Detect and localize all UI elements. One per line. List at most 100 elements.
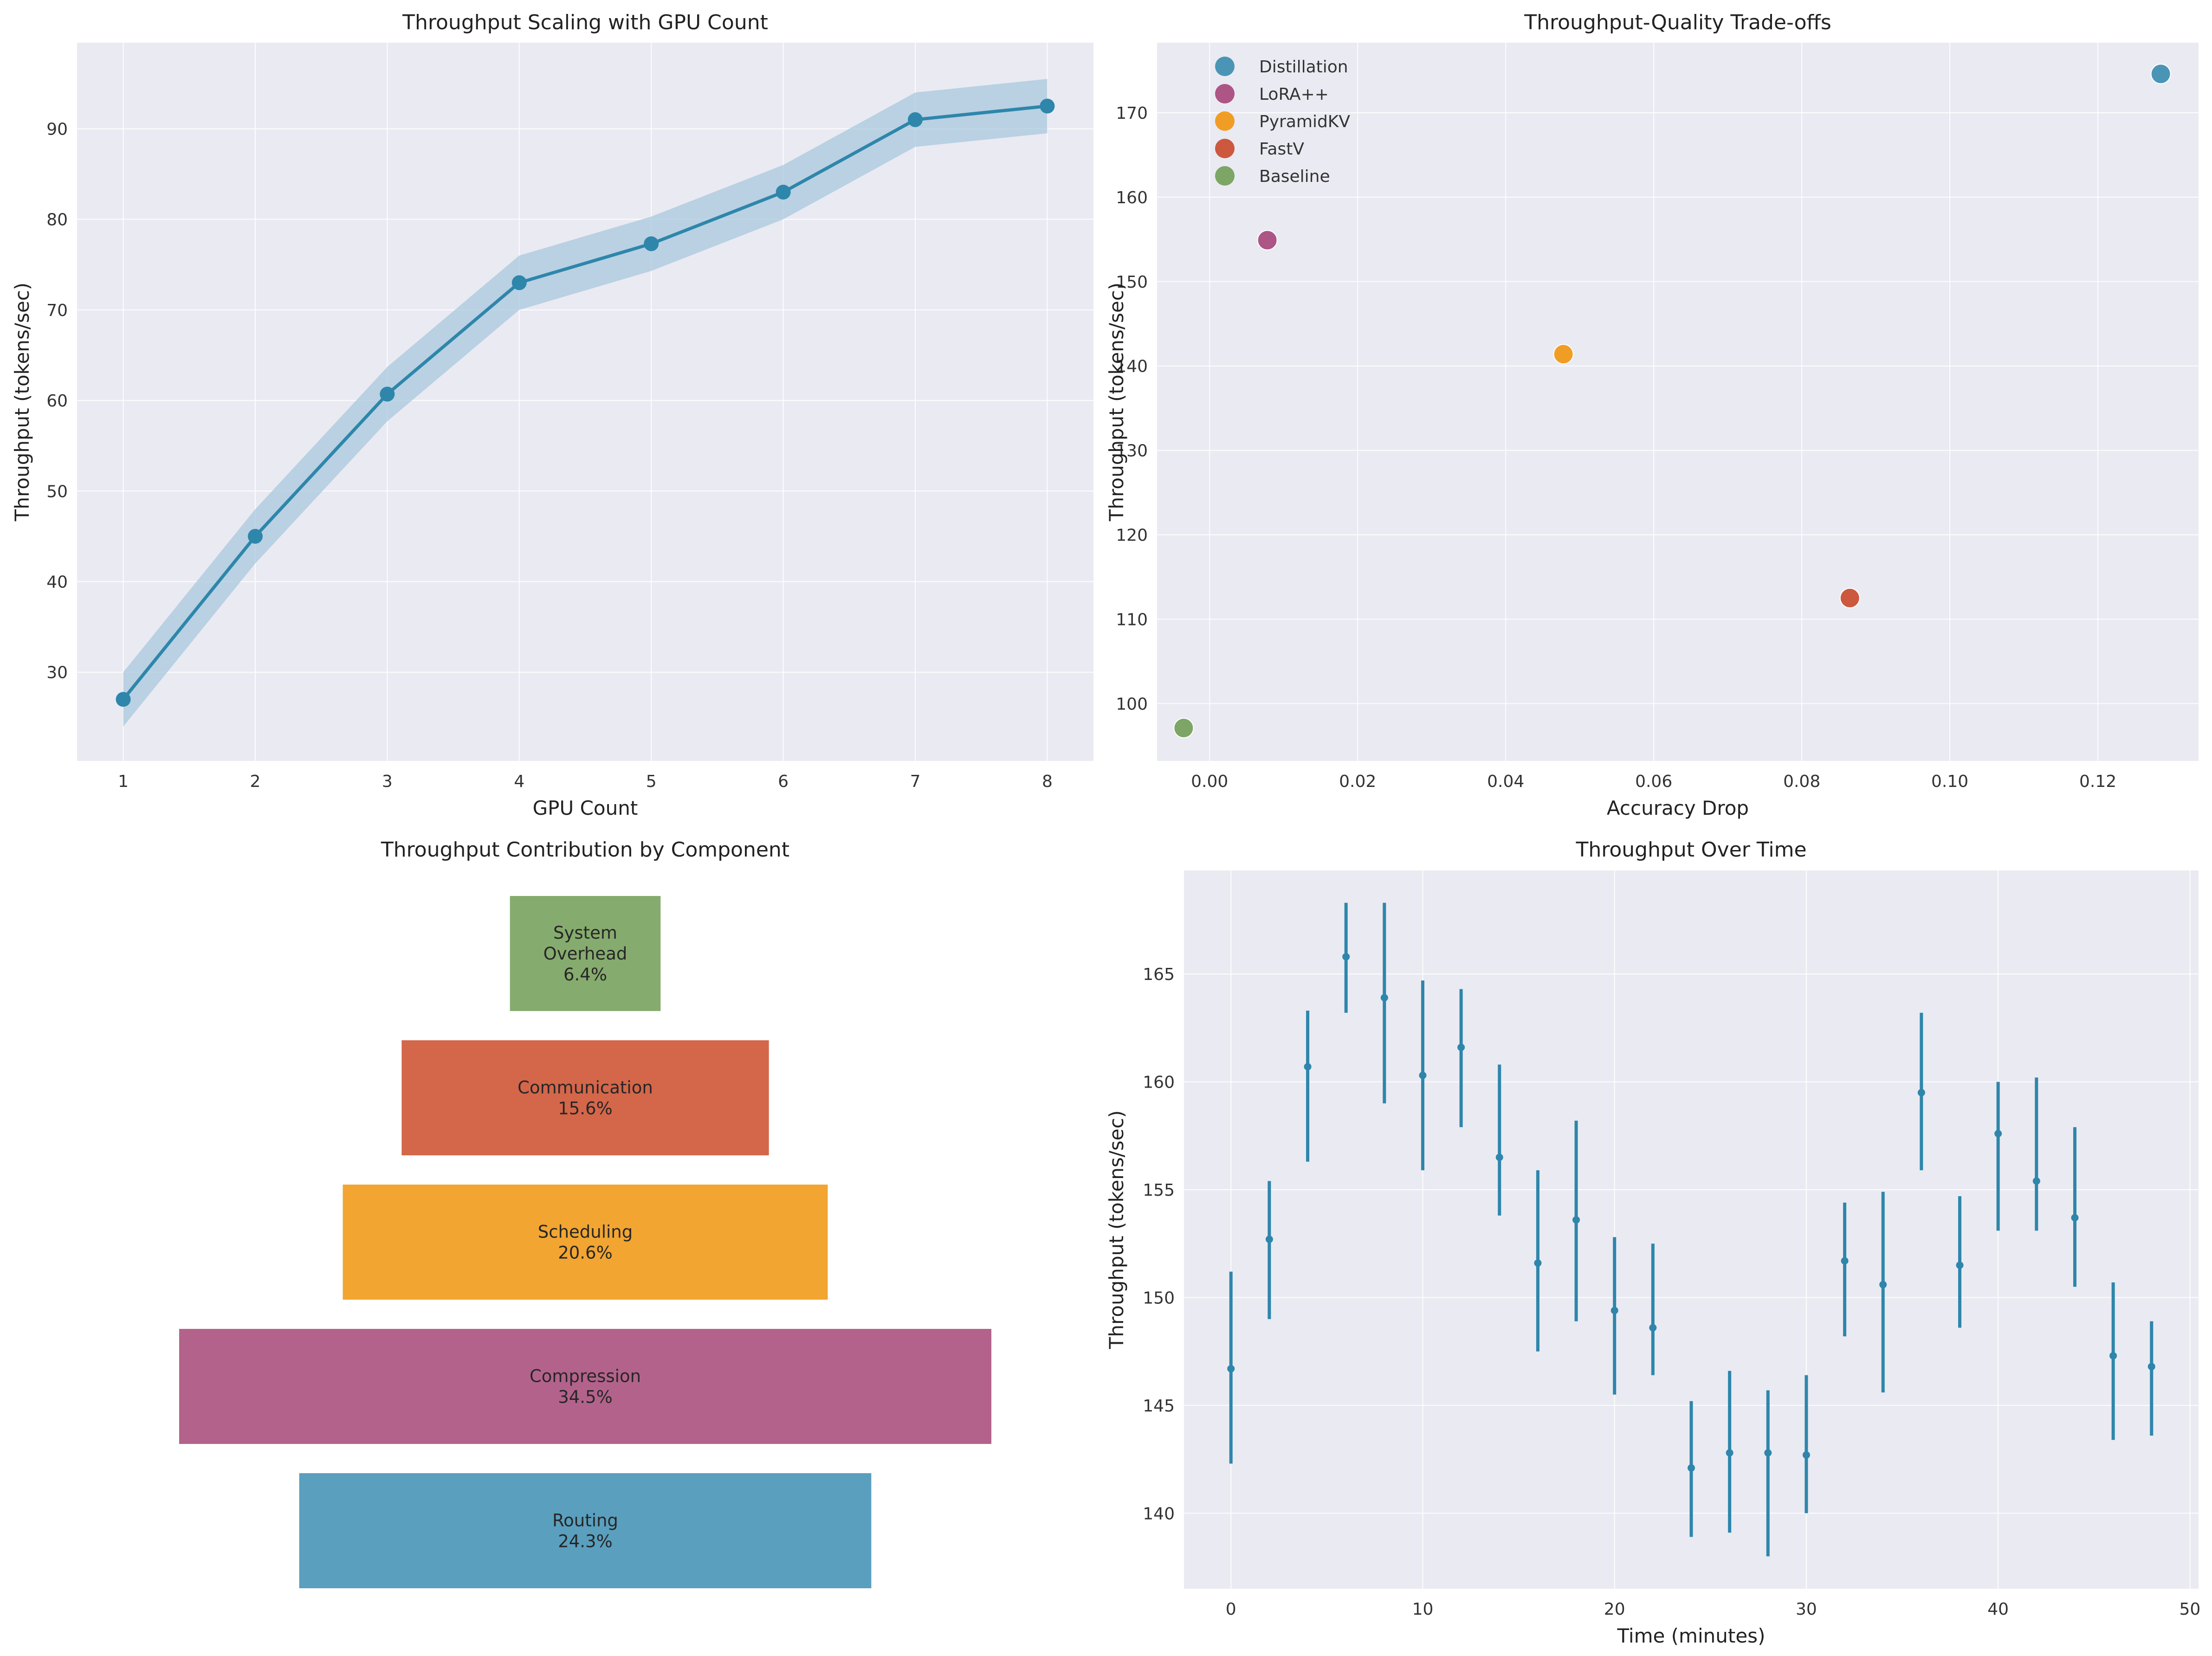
funnel-bars: System Overhead 6.4% Communication 15.6% Sche… [179,896,991,1588]
tradeoff-y-tick-labels: 100 110 120 130 140 150 160 170 [1116,104,1148,714]
overtime-points [1227,953,2155,1472]
tradeoff-x-tick: 0.04 [1487,772,1524,791]
scaling-chart-title: Throughput Scaling with GPU Count [402,11,768,34]
overtime-y-tick-labels: 140 145 150 155 160 165 [1143,965,1175,1523]
tradeoff-legend: Distillation LoRA++ PyramidKV FastV Baseline [1215,57,1350,186]
tradeoff-point [1553,344,1574,365]
legend-marker [1215,57,1235,76]
scaling-y-tick: 30 [46,664,68,683]
tradeoff-x-tick: 0.10 [1931,772,1968,791]
funnel-bar [401,1040,769,1155]
tradeoff-x-tick: 0.06 [1635,772,1672,791]
overtime-point [1227,1365,1235,1372]
scaling-point [776,185,791,200]
funnel-bar-label: Communication 15.6% [517,1078,653,1119]
overtime-chart-title: Throughput Over Time [1575,838,1806,862]
overtime-x-tick: 40 [1987,1600,2009,1619]
scaling-point [908,112,923,127]
scaling-x-tick: 4 [514,772,524,791]
overtime-point [1994,1130,2002,1138]
tradeoff-chart-title: Throughput-Quality Trade-offs [1524,11,1831,34]
overtime-x-tick: 0 [1226,1600,1236,1619]
overtime-point [1495,1153,1503,1161]
overtime-point [1265,1235,1273,1243]
funnel-bar [179,1329,991,1444]
overtime-point [1956,1261,1964,1269]
scaling-x-tick: 5 [646,772,657,791]
overtime-point [1304,1063,1312,1071]
scaling-point [1040,98,1055,114]
funnel-bar-label: Compression 34.5% [530,1366,641,1407]
tradeoff-x-tick: 0.02 [1339,772,1376,791]
legend-marker [1215,84,1235,103]
tradeoff-x-tick-labels: 0.00 0.02 0.04 0.06 0.08 0.10 0.12 [1191,772,2116,791]
tradeoff-point [2150,64,2171,84]
overtime-point [2032,1177,2040,1185]
scaling-point [116,692,131,707]
scaling-x-tick: 7 [910,772,921,791]
overtime-point [2147,1363,2155,1371]
legend-label: PyramidKV [1259,112,1350,131]
tradeoff-y-axis-label: Throughput (tokens/sec) [1105,283,1128,522]
tradeoff-y-tick: 150 [1116,273,1148,292]
scaling-series-line [122,104,1048,701]
overtime-chart-panel: 0 10 20 30 40 50 140 145 150 155 160 165 Throughpu… [1105,838,2200,1647]
tradeoff-x-tick: 0.00 [1191,772,1228,791]
legend-label: LoRA++ [1259,85,1329,104]
legend-label: FastV [1259,140,1304,159]
overtime-point [1572,1216,1580,1224]
tradeoff-y-tick: 170 [1116,104,1148,123]
tradeoff-points [1173,64,2171,739]
overtime-y-tick: 145 [1143,1397,1175,1416]
funnel-chart-panel: Throughput Contribution by Component Sys… [179,838,991,1588]
scaling-y-tick: 70 [46,301,68,320]
overtime-point [2109,1352,2117,1360]
overtime-x-tick: 30 [1796,1600,1817,1619]
overtime-x-axis-label: Time (minutes) [1617,1624,1766,1647]
overtime-x-tick: 10 [1412,1600,1434,1619]
legend-label: Baseline [1259,167,1330,186]
overtime-point [1726,1449,1733,1457]
tradeoff-y-tick: 130 [1116,442,1148,461]
overtime-point [2071,1214,2079,1222]
scaling-point [644,236,659,251]
tradeoff-y-tick: 140 [1116,357,1148,376]
overtime-x-tick-labels: 0 10 20 30 40 50 [1226,1600,2201,1619]
overtime-point [1802,1451,1810,1459]
overtime-point [1764,1449,1772,1457]
funnel-bar [343,1185,828,1300]
overtime-y-tick: 150 [1143,1289,1175,1308]
scaling-y-tick: 80 [46,211,68,230]
funnel-bar-label: Scheduling 20.6% [538,1222,633,1263]
scaling-x-tick-labels: 1 2 3 4 5 6 7 8 [118,772,1053,791]
funnel-chart-title: Throughput Contribution by Component [381,838,789,862]
scaling-gridlines [77,43,1093,761]
legend-marker [1215,111,1235,131]
scaling-point [511,275,527,290]
overtime-point [1457,1044,1465,1051]
scaling-y-tick: 50 [46,482,68,501]
overtime-point [1841,1257,1849,1265]
tradeoff-plot-area [1157,43,2199,761]
overtime-y-tick: 165 [1143,965,1175,984]
scaling-point [247,528,263,544]
tradeoff-y-tick: 100 [1116,695,1148,714]
scaling-y-axis-label: Throughput (tokens/sec) [11,283,33,522]
scaling-chart-panel: 1 2 3 4 5 6 7 8 30 40 50 60 70 80 90 Throughput Scali… [11,11,1093,819]
overtime-point [1688,1464,1695,1472]
overtime-point [1649,1324,1657,1332]
overtime-point [1610,1307,1618,1314]
scaling-x-tick: 8 [1042,772,1053,791]
overtime-point [1534,1259,1542,1267]
scaling-point [380,387,395,402]
scaling-y-tick: 40 [46,573,68,592]
tradeoff-x-axis-label: Accuracy Drop [1607,797,1749,819]
overtime-x-tick: 20 [1604,1600,1625,1619]
overtime-y-axis-label: Throughput (tokens/sec) [1105,1110,1128,1349]
overtime-point [1380,994,1388,1002]
overtime-y-tick: 140 [1143,1504,1175,1523]
scaling-x-tick: 6 [778,772,789,791]
overtime-x-tick: 50 [2179,1600,2200,1619]
tradeoff-point [1173,718,1194,739]
